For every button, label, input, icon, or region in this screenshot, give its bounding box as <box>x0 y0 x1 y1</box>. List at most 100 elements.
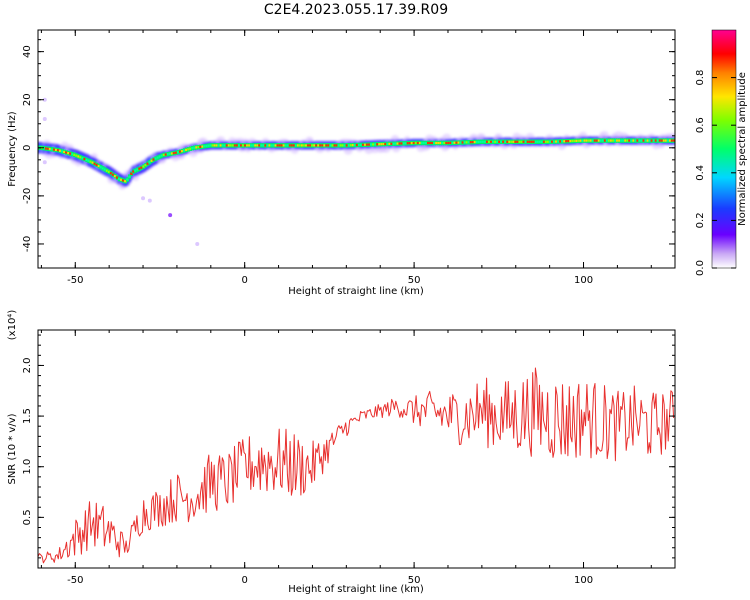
spectrogram-ridge-peak <box>126 178 129 181</box>
spectrogram-ridge-peak <box>589 139 593 142</box>
spectrogram-ridge-peak <box>581 139 585 142</box>
spectrogram-ridge-peak <box>164 153 168 156</box>
spectrogram-ridge-peak <box>520 140 524 143</box>
spectrogram-ridge-peak <box>290 144 294 147</box>
spectrogram-speck <box>42 160 47 165</box>
spectrogram-ridge-peak <box>398 142 402 145</box>
spectrogram-ridge-peak <box>81 157 85 160</box>
spectrogram-ridge-peak <box>443 141 446 145</box>
spectrogram-ridge-peak <box>296 144 300 147</box>
spectrogram-ridge-peak <box>140 166 143 169</box>
spectrogram-ridge-peak <box>597 139 601 142</box>
y-tick-label: 0.5 <box>22 509 33 525</box>
spectrogram-ridge-peak <box>593 139 597 142</box>
spectrogram-ridge-peak <box>54 148 58 152</box>
spectrogram-ridge-peak <box>481 140 485 143</box>
x-tick-label: 0 <box>241 275 247 286</box>
spectrogram-ridge-peak <box>59 149 62 152</box>
x-tick-label: 50 <box>408 575 421 586</box>
spectrogram-ridge-peak <box>146 162 150 165</box>
spectrogram-ridge-peak <box>666 139 670 142</box>
spectrogram-ridge-peak <box>498 140 501 143</box>
spectrogram-ridge-peak <box>221 144 225 147</box>
spectrogram-ridge-peak <box>166 153 170 156</box>
spectrogram-ridge-peak <box>239 144 243 147</box>
spectrogram-ridge-peak <box>130 172 133 175</box>
spectrogram-ridge-peak <box>453 141 457 144</box>
x-tick-label: 100 <box>574 575 593 586</box>
spectrogram-ridge-peak <box>496 140 499 143</box>
spectrogram-ridge-peak <box>652 139 656 142</box>
spectrogram-ridge-peak <box>85 158 89 162</box>
spectrogram-ridge-peak <box>429 141 432 145</box>
spectrogram-ridge-peak <box>477 140 481 143</box>
spectrogram-ridge-peak <box>410 141 414 145</box>
spectrogram-ridge-peak <box>390 142 394 145</box>
spectrogram-core <box>38 138 675 184</box>
spectrogram-ridge-peak <box>124 180 127 183</box>
spectrogram-ridge-peak <box>205 144 209 148</box>
spectrogram-ridge-peak <box>276 144 280 147</box>
spectrogram-ridge-peak <box>339 144 343 147</box>
spectrogram-ridge-peak <box>644 139 648 142</box>
colorbar: 0.0 0.2 0.4 0.6 0.8 Normalized spectral ampl… <box>695 29 748 276</box>
spectrogram-ridge-peak <box>388 142 392 145</box>
spectrogram-speck <box>42 116 47 121</box>
spectrogram-ridge-peak <box>406 142 410 145</box>
snr-y-scale-label: (x10⁴) <box>7 310 18 341</box>
spectrogram-ridge-peak <box>368 143 371 146</box>
spectrogram-ridge-peak <box>418 141 422 145</box>
spectrogram-ridge-peak <box>469 141 473 144</box>
spectrogram-ridge-peak <box>483 140 487 143</box>
spectrogram-ridge-peak <box>447 141 450 145</box>
spectrogram-ridge-peak <box>364 143 367 146</box>
spectrogram-ridge-peak <box>488 140 491 143</box>
spectrogram-ticks: -50 0 50 100 -40 -20 0 20 40 <box>22 30 675 286</box>
spectrogram-ridge-peak <box>563 140 566 143</box>
spectrogram-ridge-peak <box>162 153 166 156</box>
spectrogram-ridge-peak <box>494 140 497 143</box>
spectrogram-ridge-peak <box>374 143 377 146</box>
spectrogram-ridge-peak <box>105 169 109 172</box>
colorbar-tick-label: 0.8 <box>695 70 706 86</box>
spectrogram-ridge-peak <box>321 144 324 147</box>
spectrogram-ridge-peak <box>345 144 349 147</box>
snr-series-line <box>38 367 675 564</box>
spectrogram-ridge-peak <box>459 141 463 144</box>
spectrogram-ridge-peak <box>607 139 611 142</box>
spectrogram-speck <box>168 213 173 218</box>
spectrogram-ridge-peak <box>642 139 646 142</box>
spectrogram-ridge-peak <box>420 141 424 145</box>
spectrogram-speck <box>195 241 200 246</box>
spectrogram-ridge-peak <box>654 139 658 142</box>
spectrogram-ridge-peak <box>650 139 654 142</box>
spectrogram-ridge-peak <box>614 139 617 142</box>
spectrogram-ridge-peak <box>636 139 640 142</box>
spectrogram-ridge-peak <box>274 144 278 147</box>
colorbar-ticks: 0.0 0.2 0.4 0.6 0.8 <box>695 70 736 276</box>
x-tick-label: 100 <box>574 275 593 286</box>
spectrogram-ridge-peak <box>524 140 528 143</box>
spectrogram-ridge-peak <box>355 143 359 147</box>
spectrogram-data <box>38 97 675 246</box>
spectrogram-ridge-peak <box>134 169 137 172</box>
spectrogram-ridge-peak <box>402 142 406 145</box>
spectrogram-ridge-peak <box>191 147 194 150</box>
spectrogram-ridge-peak <box>668 139 672 142</box>
spectrogram-ridge-peak <box>599 139 603 142</box>
spectrogram-ridge-peak <box>522 140 526 143</box>
spectrogram-ridge-peak <box>103 168 107 171</box>
spectrogram-ridge-peak <box>136 168 139 171</box>
spectrogram-ridge-peak <box>579 139 583 142</box>
spectrogram-ridge-peak <box>128 175 131 178</box>
spectrogram-ridge-peak <box>144 164 148 167</box>
spectrogram-ridge-peak <box>567 140 570 143</box>
spectrogram-ridge-peak <box>622 139 625 142</box>
spectrogram-ridge-peak <box>250 144 253 147</box>
spectrogram-ridge-peak <box>44 147 48 150</box>
spectrogram-ridge-peak <box>542 140 546 143</box>
spectrogram-ridge-peak <box>258 144 261 147</box>
spectrogram-ridge-peak <box>546 140 550 143</box>
snr-frame <box>37 329 676 569</box>
spectrogram-ridge-peak <box>612 139 615 142</box>
